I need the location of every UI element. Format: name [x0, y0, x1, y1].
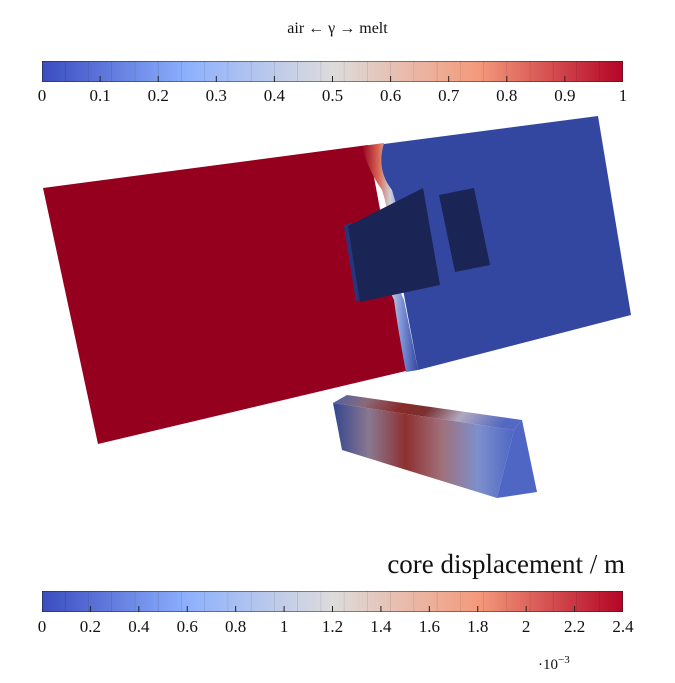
displacement-tick-label: 1: [279, 617, 289, 636]
core-bar-top-face: [333, 395, 522, 430]
core-block-right: [439, 188, 490, 272]
displacement-tick-label: 0.2: [79, 617, 102, 636]
phase-tick-label: 1: [618, 86, 628, 105]
displacement-tick-label: 2: [521, 617, 531, 636]
core-bar-end-face: [497, 420, 537, 498]
phase-tick-label: 0.6: [379, 86, 402, 105]
air-region: [376, 116, 631, 370]
phase-tick-label: 0.5: [321, 86, 344, 105]
phase-tick-label: 0.7: [438, 86, 460, 105]
displacement-colorbar: [42, 591, 623, 612]
displacement-exponent: ·10−3: [538, 654, 570, 674]
displacement-tick-label: 2.4: [612, 617, 634, 636]
phase-tick-label: 0.8: [496, 86, 518, 105]
exponent-base: ·10: [538, 657, 558, 673]
phase-tick-label: 0.1: [89, 86, 111, 105]
core-bar-front-face: [333, 403, 514, 498]
displacement-tick-label: 0.6: [176, 617, 198, 636]
phase-tick-label: 0.3: [205, 86, 227, 105]
melt-region: [43, 145, 410, 444]
displacement-tick-label: 1.4: [370, 617, 392, 636]
phase-tick-label: 0.9: [554, 86, 576, 105]
displacement-tick-label: 0.8: [225, 617, 247, 636]
phase-tick-label: 0: [37, 86, 47, 105]
displacement-tick-label: 0.4: [128, 617, 150, 636]
exponent-power: −3: [558, 654, 570, 666]
displacement-colorbar-title: core displacement / m: [387, 549, 625, 579]
displacement-tick-label: 1.8: [467, 617, 489, 636]
displacement-tick-label: 1.6: [418, 617, 440, 636]
displacement-tick-label: 1.2: [321, 617, 344, 636]
phase-colorbar-title: air ← γ → melt: [287, 20, 388, 37]
core-block-left: [348, 188, 440, 302]
displacement-tick-label: 0: [37, 617, 47, 636]
phase-tick-label: 0.4: [263, 86, 286, 105]
displacement-tick-label: 2.2: [563, 617, 586, 636]
phase-colorbar: [42, 61, 623, 82]
phase-tick-label: 0.2: [147, 86, 169, 105]
